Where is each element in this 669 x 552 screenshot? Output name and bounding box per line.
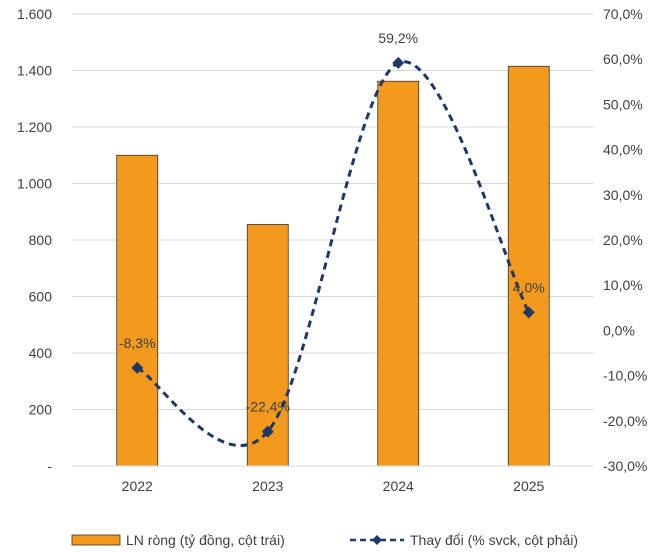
x-tick-label: 2022 [122, 478, 153, 494]
left-tick-label: - [47, 458, 52, 474]
legend-label-bar: LN ròng (tỷ đồng, cột trái) [126, 532, 285, 548]
legend: LN ròng (tỷ đồng, cột trái) Thay đổi (% … [71, 532, 578, 548]
right-tick-label: 60,0% [603, 51, 643, 67]
right-tick-label: -30,0% [603, 458, 647, 474]
data-label: -8,3% [119, 335, 156, 351]
left-tick-label: 400 [29, 345, 53, 361]
right-tick-label: 40,0% [603, 142, 643, 158]
data-labels: -8,3% -22,4% 59,2% 4,0% [119, 30, 545, 415]
left-tick-label: 1.600 [17, 6, 52, 22]
legend-marker-diamond [372, 535, 382, 545]
data-label: 59,2% [378, 30, 418, 46]
bar [507, 65, 550, 467]
line-series [131, 56, 535, 448]
left-tick-label: 200 [29, 402, 53, 418]
data-label: -22,4% [246, 399, 290, 415]
line-point [131, 361, 144, 374]
x-tick-label: 2023 [252, 478, 283, 494]
right-tick-label: -20,0% [603, 413, 647, 429]
right-tick-label: 30,0% [603, 187, 643, 203]
bar [116, 154, 159, 467]
right-tick-label: 70,0% [603, 6, 643, 22]
bar [377, 80, 420, 467]
series-line [136, 60, 531, 448]
x-tick-label: 2025 [513, 478, 544, 494]
right-axis-ticks: -30,0% -20,0% -10,0% 0,0% 10,0% 20,0% 30,0% 40,… [603, 6, 647, 474]
left-tick-label: 800 [29, 232, 53, 248]
right-tick-label: 20,0% [603, 232, 643, 248]
x-tick-label: 2024 [383, 478, 414, 494]
bar-series [116, 65, 550, 467]
line-point [392, 56, 405, 69]
left-tick-label: 1.200 [17, 119, 52, 135]
right-tick-label: -10,0% [603, 368, 647, 384]
right-tick-label: 10,0% [603, 277, 643, 293]
legend-swatch-bar [71, 534, 121, 546]
line-point [522, 306, 535, 319]
legend-label-line: Thay đổi (% svck, cột phải) [410, 532, 578, 548]
left-tick-label: 1.400 [17, 63, 52, 79]
gridlines [72, 13, 594, 410]
x-axis-ticks: 2022 2023 2024 2025 [122, 478, 545, 494]
data-label: 4,0% [513, 279, 545, 295]
line-point [261, 425, 274, 438]
right-tick-label: 50,0% [603, 96, 643, 112]
left-axis-ticks: - 200 400 600 800 1.000 1.200 1.400 1.600 [17, 6, 52, 474]
left-tick-label: 1.000 [17, 176, 52, 192]
right-tick-label: 0,0% [603, 322, 635, 338]
left-tick-label: 600 [29, 289, 53, 305]
